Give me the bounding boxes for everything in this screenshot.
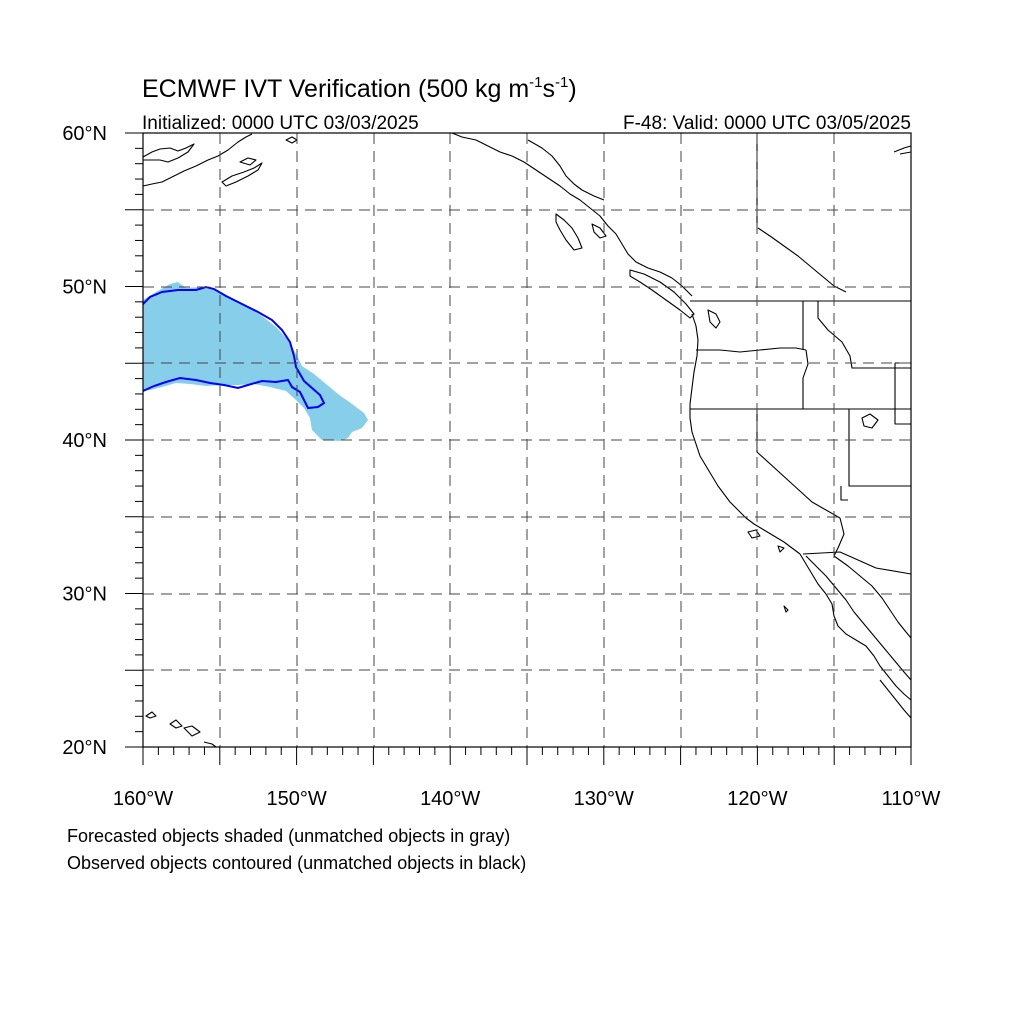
longitude-labels: 160°W 150°W 140°W 130°W 120°W 110°W (113, 788, 941, 810)
lon-label: 110°W (882, 788, 941, 810)
forecast-object-shaded (143, 282, 368, 441)
lon-label: 130°W (574, 788, 634, 810)
lat-label: 40°N (62, 430, 107, 452)
valid-time: F-48: Valid: 0000 UTC 03/05/2025 (623, 113, 911, 134)
lat-label: 50°N (62, 277, 107, 299)
lon-label: 140°W (420, 788, 480, 810)
lon-label: 120°W (727, 788, 787, 810)
axis-ticks (125, 132, 912, 765)
initialized-time: Initialized: 0000 UTC 03/03/2025 (142, 113, 419, 134)
observed-legend-note: Observed objects contoured (unmatched ob… (67, 853, 526, 873)
map-border (142, 132, 912, 748)
lat-label: 60°N (62, 123, 107, 145)
coastlines (142, 132, 912, 748)
latitude-labels: 60°N 50°N 40°N 30°N 20°N (62, 123, 107, 759)
grid-lines (143, 133, 911, 747)
lat-label: 20°N (62, 737, 107, 759)
map-panel (125, 132, 912, 765)
observed-object-contour (142, 285, 326, 410)
forecast-legend-note: Forecasted objects shaded (unmatched obj… (67, 826, 510, 846)
map-title: ECMWF IVT Verification (500 kg m-1s-1) (142, 74, 577, 103)
lon-label: 160°W (113, 788, 173, 810)
lon-label: 150°W (266, 788, 326, 810)
lat-label: 30°N (62, 584, 107, 606)
